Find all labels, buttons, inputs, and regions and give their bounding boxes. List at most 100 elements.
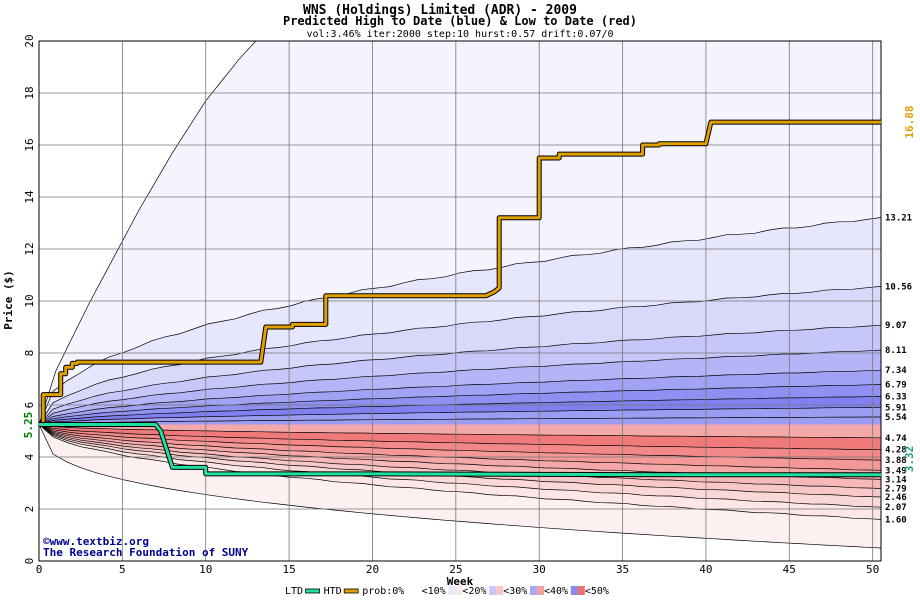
legend-swatch-low — [577, 586, 585, 595]
x-tick-label: 0 — [36, 563, 43, 576]
chart-subtitle: Predicted High to Date (blue) & Low to D… — [283, 14, 637, 28]
chart-parameters: vol:3.46% iter:2000 step:10 hurst:0.57 d… — [306, 29, 613, 40]
legend-swatch-low — [455, 586, 463, 595]
x-tick-label: 35 — [616, 563, 629, 576]
y-tick-label: 10 — [23, 294, 36, 307]
legend-swatch-low — [537, 586, 544, 595]
low-band-0 — [39, 424, 881, 450]
high-quantile-line-8 — [38, 406, 882, 425]
high-quantile-line-9 — [38, 416, 881, 425]
x-tick-label: 20 — [366, 563, 379, 576]
quantile-end-label: 5.91 — [885, 403, 907, 413]
legend-swatch-high — [489, 586, 497, 595]
legend-swatch-high — [570, 586, 578, 595]
high-band-0 — [39, 41, 881, 425]
legend-label: <50% — [585, 586, 609, 597]
low-band-2 — [39, 424, 881, 471]
y-tick-label: 2 — [23, 506, 36, 513]
legend-swatch-htd — [343, 588, 359, 594]
x-tick-label: 15 — [282, 563, 295, 576]
low-quantile-line-8 — [38, 424, 882, 520]
quantile-end-label: 2.79 — [885, 484, 907, 494]
legend-swatch-high — [407, 586, 415, 595]
y-tick-label: 6 — [23, 402, 36, 409]
legend-swatch-ltd — [305, 588, 321, 594]
legend-label: <40% — [544, 586, 568, 597]
quantile-end-label: 6.33 — [885, 392, 907, 402]
high-band-2 — [39, 286, 881, 425]
y-tick-label: 20 — [23, 34, 36, 47]
low-band-5 — [39, 424, 881, 497]
legend-swatch-high — [530, 586, 537, 595]
quantile-end-label: 2.07 — [885, 503, 907, 513]
x-tick-label: 50 — [866, 563, 879, 576]
x-tick-label: 30 — [533, 563, 546, 576]
quantile-end-label: 2.46 — [885, 493, 907, 503]
high-band-8 — [39, 407, 881, 425]
low-quantile-line-5 — [38, 424, 882, 489]
legend-label-ltd: LTD — [285, 586, 303, 597]
start-price-label: 5.25 — [22, 412, 35, 439]
legend-swatch-low — [496, 586, 504, 595]
legend-prob-label: prob:0% — [362, 586, 404, 597]
high-quantile-line-5 — [38, 369, 882, 425]
high-band-5 — [39, 370, 881, 425]
high-quantile-line-3 — [38, 324, 882, 425]
y-tick-label: 0 — [23, 558, 36, 565]
high-band-4 — [39, 350, 881, 425]
high-quantile-line-0 — [38, 40, 881, 425]
low-quantile-line-7 — [38, 424, 882, 508]
quantile-end-label: 4.28 — [885, 446, 907, 456]
low-band-7 — [39, 424, 881, 520]
plot-area: 0 5 10 15 20 25 30 35 40 45 50 0 2 4 6 8 10 12 14 16 18 20 13.… — [23, 34, 912, 576]
high-band-center — [39, 417, 881, 425]
x-tick-label: 10 — [199, 563, 212, 576]
x-tick-label: 25 — [449, 563, 462, 576]
high-quantile-line-4 — [38, 349, 882, 425]
y-tick-label: 18 — [23, 86, 36, 99]
low-band-3 — [39, 424, 881, 480]
high-quantile-line-6 — [38, 384, 882, 425]
quantile-end-label: 13.21 — [885, 214, 912, 224]
chart-title: WNS (Holdings) Limited (ADR) - 2009 — [303, 3, 577, 18]
high-band-1 — [39, 217, 881, 425]
low-quantile-line-3 — [38, 424, 882, 471]
quantile-end-label: 8.11 — [885, 346, 907, 356]
high-band-6 — [39, 384, 881, 425]
y-tick-label: 12 — [23, 242, 36, 255]
legend: LTD HTD prob:0% <10% <20% <30% <40% <50% — [285, 586, 609, 597]
high-band-3 — [39, 325, 881, 425]
quantile-end-label: 3.49 — [885, 466, 907, 476]
y-tick-label: 14 — [23, 190, 36, 204]
low-band-center — [39, 424, 881, 438]
y-axis-label: Price ($) — [2, 270, 15, 330]
high-quantile-line-7 — [38, 396, 882, 425]
quantile-end-label: 7.34 — [885, 366, 907, 376]
y-tick-label: 16 — [23, 138, 36, 151]
x-axis-label: Week — [447, 575, 474, 588]
y-tick-label: 8 — [23, 350, 36, 357]
x-tick-label: 5 — [119, 563, 126, 576]
quantile-end-label: 10.56 — [885, 282, 912, 292]
x-tick-label: 40 — [699, 563, 712, 576]
htd-series-line — [39, 120, 881, 426]
legend-swatch-low — [414, 586, 422, 595]
quantile-end-label: 3.88 — [885, 456, 907, 466]
quantile-end-label: 6.79 — [885, 380, 907, 390]
legend-label: <30% — [503, 586, 527, 597]
credit-foundation: The Research Foundation of SUNY — [43, 546, 249, 559]
x-tick-label: 45 — [783, 563, 796, 576]
legend-swatch-high — [448, 586, 456, 595]
quantile-end-label: 4.74 — [885, 434, 907, 444]
ltd-end-label: 3.32 — [903, 446, 916, 473]
low-band-8 — [39, 424, 881, 548]
high-quantile-line-1 — [38, 217, 882, 425]
quantile-end-label: 9.07 — [885, 321, 907, 331]
low-quantile-line-9 — [38, 424, 882, 549]
legend-label: <20% — [462, 586, 486, 597]
legend-label: <10% — [422, 586, 446, 597]
high-band-7 — [39, 396, 881, 425]
htd-end-label: 16.88 — [903, 105, 916, 138]
plot-frame — [38, 40, 882, 562]
